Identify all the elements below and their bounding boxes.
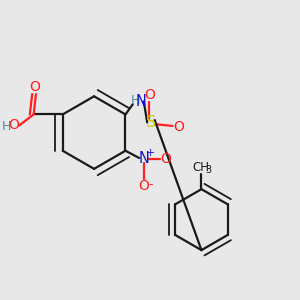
Text: O: O (139, 179, 149, 193)
Text: N: N (138, 152, 149, 166)
Text: O: O (173, 120, 184, 134)
Text: O: O (144, 88, 154, 102)
Text: O: O (30, 80, 40, 94)
Text: H: H (130, 94, 140, 107)
Text: S: S (146, 115, 156, 130)
Text: +: + (146, 148, 155, 158)
Text: CH: CH (192, 161, 209, 174)
Text: 3: 3 (205, 165, 211, 175)
Text: H: H (2, 120, 11, 133)
Text: -: - (148, 178, 153, 190)
Text: O: O (160, 152, 171, 166)
Text: N: N (136, 94, 147, 109)
Text: O: O (8, 118, 19, 133)
